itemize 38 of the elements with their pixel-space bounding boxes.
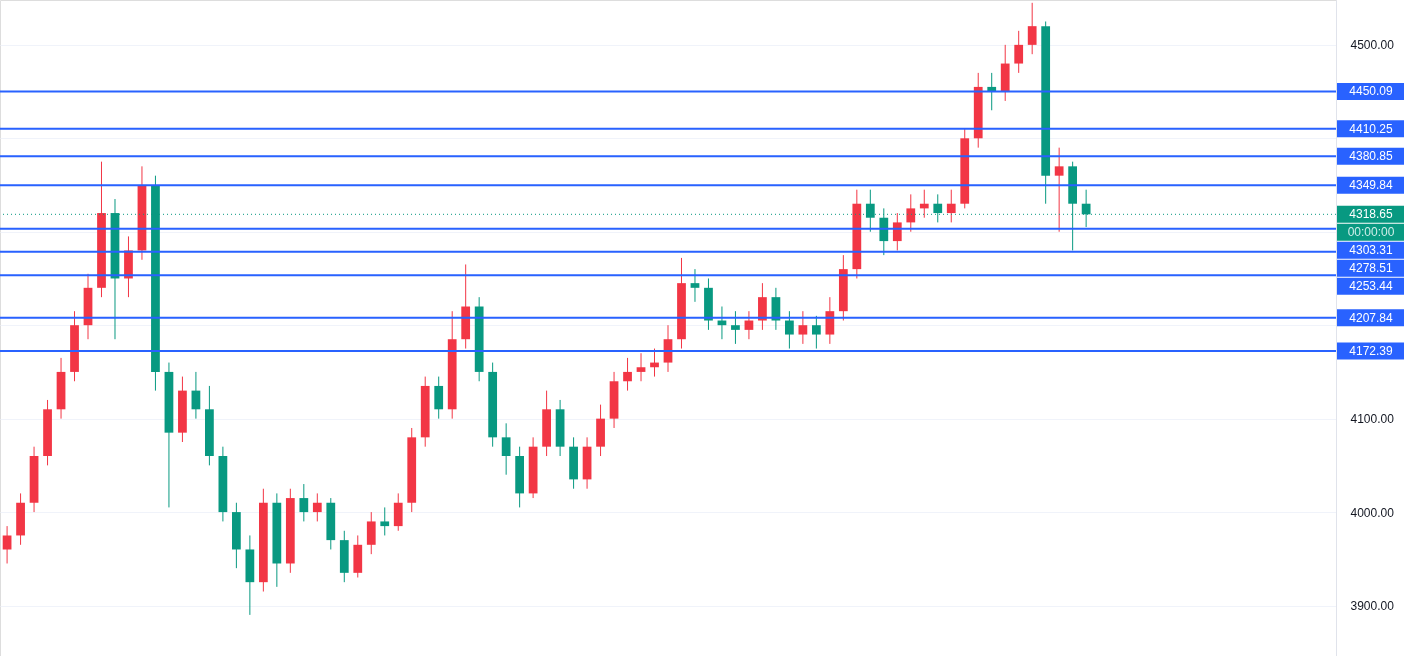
y-tick-label: 4500.00 xyxy=(1350,38,1395,53)
candlestick xyxy=(906,193,916,233)
candlestick xyxy=(785,310,794,350)
ref-line-label: 4253.44 xyxy=(1349,279,1394,294)
ref-line-label: 4172.39 xyxy=(1349,344,1394,358)
ref-line-label: 4303.31 xyxy=(1349,243,1394,258)
candlestick xyxy=(2,525,12,564)
candlestick xyxy=(731,310,740,345)
ref-line-label: 4278.51 xyxy=(1349,261,1394,276)
candlestick xyxy=(434,376,444,420)
candlestick xyxy=(811,315,821,350)
ref-line-label: 4349.84 xyxy=(1349,178,1394,193)
y-tick-label: 4000.00 xyxy=(1350,505,1395,520)
candlestick xyxy=(690,268,700,303)
ref-line-label: 4318.65 xyxy=(1349,207,1394,222)
ref-line-label: 4207.84 xyxy=(1349,310,1394,325)
ref-line-label: 4410.25 xyxy=(1349,121,1394,136)
candlestick xyxy=(758,282,767,331)
y-tick-label: 4100.00 xyxy=(1350,412,1395,427)
candlestick xyxy=(1054,147,1064,233)
candlestick xyxy=(892,212,902,251)
candlestick xyxy=(1014,30,1024,74)
candlestick xyxy=(366,511,376,555)
ref-line-label: 4450.09 xyxy=(1349,84,1394,99)
candlestick xyxy=(501,422,511,476)
candlestick xyxy=(623,357,632,392)
candlestick xyxy=(798,310,808,345)
text: 00:00:00 xyxy=(1347,225,1395,240)
candlestick xyxy=(946,189,956,223)
ref-line-label: 4380.85 xyxy=(1349,149,1394,164)
candlestick xyxy=(825,296,835,345)
candlestick xyxy=(1027,2,1037,55)
candlestick xyxy=(636,352,646,382)
candlestick xyxy=(380,506,390,536)
candlestick xyxy=(299,483,309,522)
y-tick-label: 3900.00 xyxy=(1350,599,1395,614)
candlestick xyxy=(312,492,322,522)
candlestick xyxy=(393,492,403,532)
